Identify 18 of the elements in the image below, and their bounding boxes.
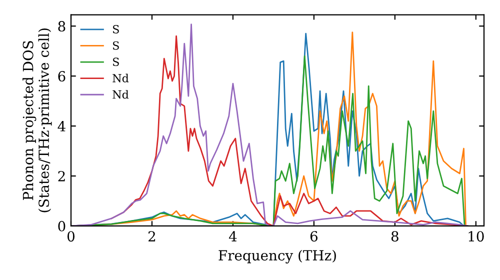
x-tick-label: 10 bbox=[468, 231, 484, 242]
x-tick-label: 0 bbox=[67, 231, 74, 242]
x-tick-label: 4 bbox=[228, 231, 237, 242]
x-tick-label: 8 bbox=[391, 231, 398, 242]
x-tick-label: 6 bbox=[310, 231, 318, 242]
y-tick-label: 2 bbox=[58, 170, 65, 182]
y-tick-label: 6 bbox=[58, 71, 66, 82]
legend-label: S bbox=[113, 25, 119, 34]
y-tick-label: 4 bbox=[58, 120, 66, 132]
legend-label: S bbox=[113, 58, 119, 66]
x-tick-label: 2 bbox=[148, 231, 156, 242]
y-tick-label: 8 bbox=[58, 21, 66, 32]
y-axis-title: Phonon projected DOS (States/THz·primitive cell) bbox=[22, 28, 52, 212]
legend-label: S bbox=[113, 41, 119, 50]
legend-label: Nd bbox=[112, 90, 129, 99]
legend-label: Nd bbox=[112, 74, 129, 82]
x-axis-title: Frequency (THz) bbox=[218, 250, 336, 264]
y-tick-label: 0 bbox=[58, 220, 66, 232]
